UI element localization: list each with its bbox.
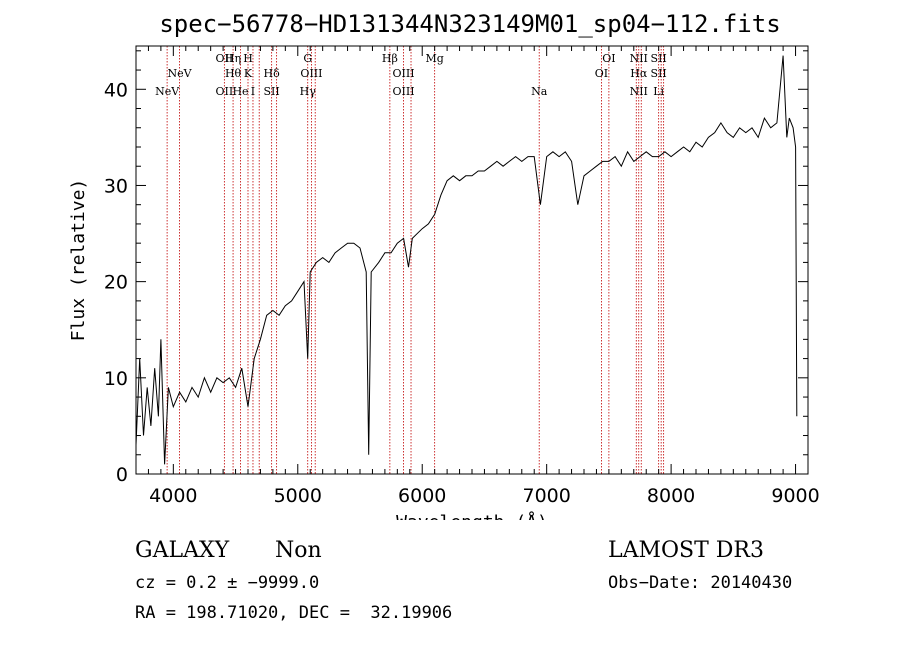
emission-lines xyxy=(166,46,665,474)
emission-line-label: SII xyxy=(264,85,280,98)
object-subclass: Non xyxy=(275,538,322,563)
emission-line-label: G xyxy=(303,52,312,65)
emission-line-label: I xyxy=(251,85,255,98)
emission-line-label: Hθ xyxy=(225,67,242,80)
x-tick-label: 7000 xyxy=(522,485,570,507)
ra-dec: RA = 198.71020, DEC = 32.19906 xyxy=(135,603,453,623)
emission-line-label: Mg xyxy=(426,52,444,65)
emission-line-label: OII xyxy=(215,85,233,98)
x-axis-ticks: 4000 5000 6000 7000 8000 9000 xyxy=(147,46,820,507)
emission-line-label: Hδ xyxy=(264,67,281,80)
plot-frame xyxy=(135,45,809,475)
emission-line-label: OI xyxy=(602,52,615,65)
x-axis-label: Wavelength (Å) xyxy=(396,511,548,520)
emission-line-label: Li xyxy=(653,85,664,98)
emission-line-label: OII xyxy=(215,52,233,65)
emission-line-label: K xyxy=(244,67,253,80)
y-tick-label: 30 xyxy=(104,175,128,197)
emission-line-label: Hη xyxy=(225,52,241,65)
spectrum-curve xyxy=(135,55,798,465)
object-class: GALAXY xyxy=(135,538,230,563)
emission-line-label: NII xyxy=(630,85,648,98)
x-tick-label: 5000 xyxy=(274,485,322,507)
y-axis-ticks: 0 10 20 30 40 xyxy=(104,50,808,486)
emission-line-label: Na xyxy=(531,85,548,98)
emission-line-label: SII xyxy=(651,52,667,65)
redshift-cz: cz = 0.2 ± −9999.0 xyxy=(135,573,320,593)
spectrum-chart: spec−56778−HD131344N323149M01_sp04−112.f… xyxy=(68,10,820,520)
emission-line-label: H xyxy=(243,52,253,65)
y-tick-label: 40 xyxy=(104,79,128,101)
emission-line-label: NII xyxy=(630,52,648,65)
emission-line-label: OIII xyxy=(393,85,415,98)
emission-line-label: OIII xyxy=(393,67,415,80)
x-tick-label: 6000 xyxy=(398,485,446,507)
emission-line-label: NeV xyxy=(168,67,193,80)
x-tick-label: 4000 xyxy=(149,485,197,507)
emission-line-label: Hβ xyxy=(382,52,398,65)
emission-line-label: He xyxy=(232,85,248,98)
chart-title: spec−56778−HD131344N323149M01_sp04−112.f… xyxy=(159,10,780,38)
x-tick-label: 8000 xyxy=(647,485,695,507)
emission-line-label: NeV xyxy=(155,85,180,98)
y-axis-label: Flux (relative) xyxy=(68,179,89,342)
emission-line-label: OIII xyxy=(300,67,322,80)
obs-date: Obs−Date: 20140430 xyxy=(608,573,793,593)
y-tick-label: 10 xyxy=(104,368,128,390)
x-tick-label: 9000 xyxy=(771,485,819,507)
y-tick-label: 0 xyxy=(116,464,128,486)
emission-line-label: SII xyxy=(651,67,667,80)
survey-name: LAMOST DR3 xyxy=(608,538,764,563)
emission-line-label: Hα xyxy=(630,67,648,80)
emission-line-label: OI xyxy=(595,67,608,80)
emission-line-label: Hγ xyxy=(300,85,317,98)
y-tick-label: 20 xyxy=(104,272,128,294)
